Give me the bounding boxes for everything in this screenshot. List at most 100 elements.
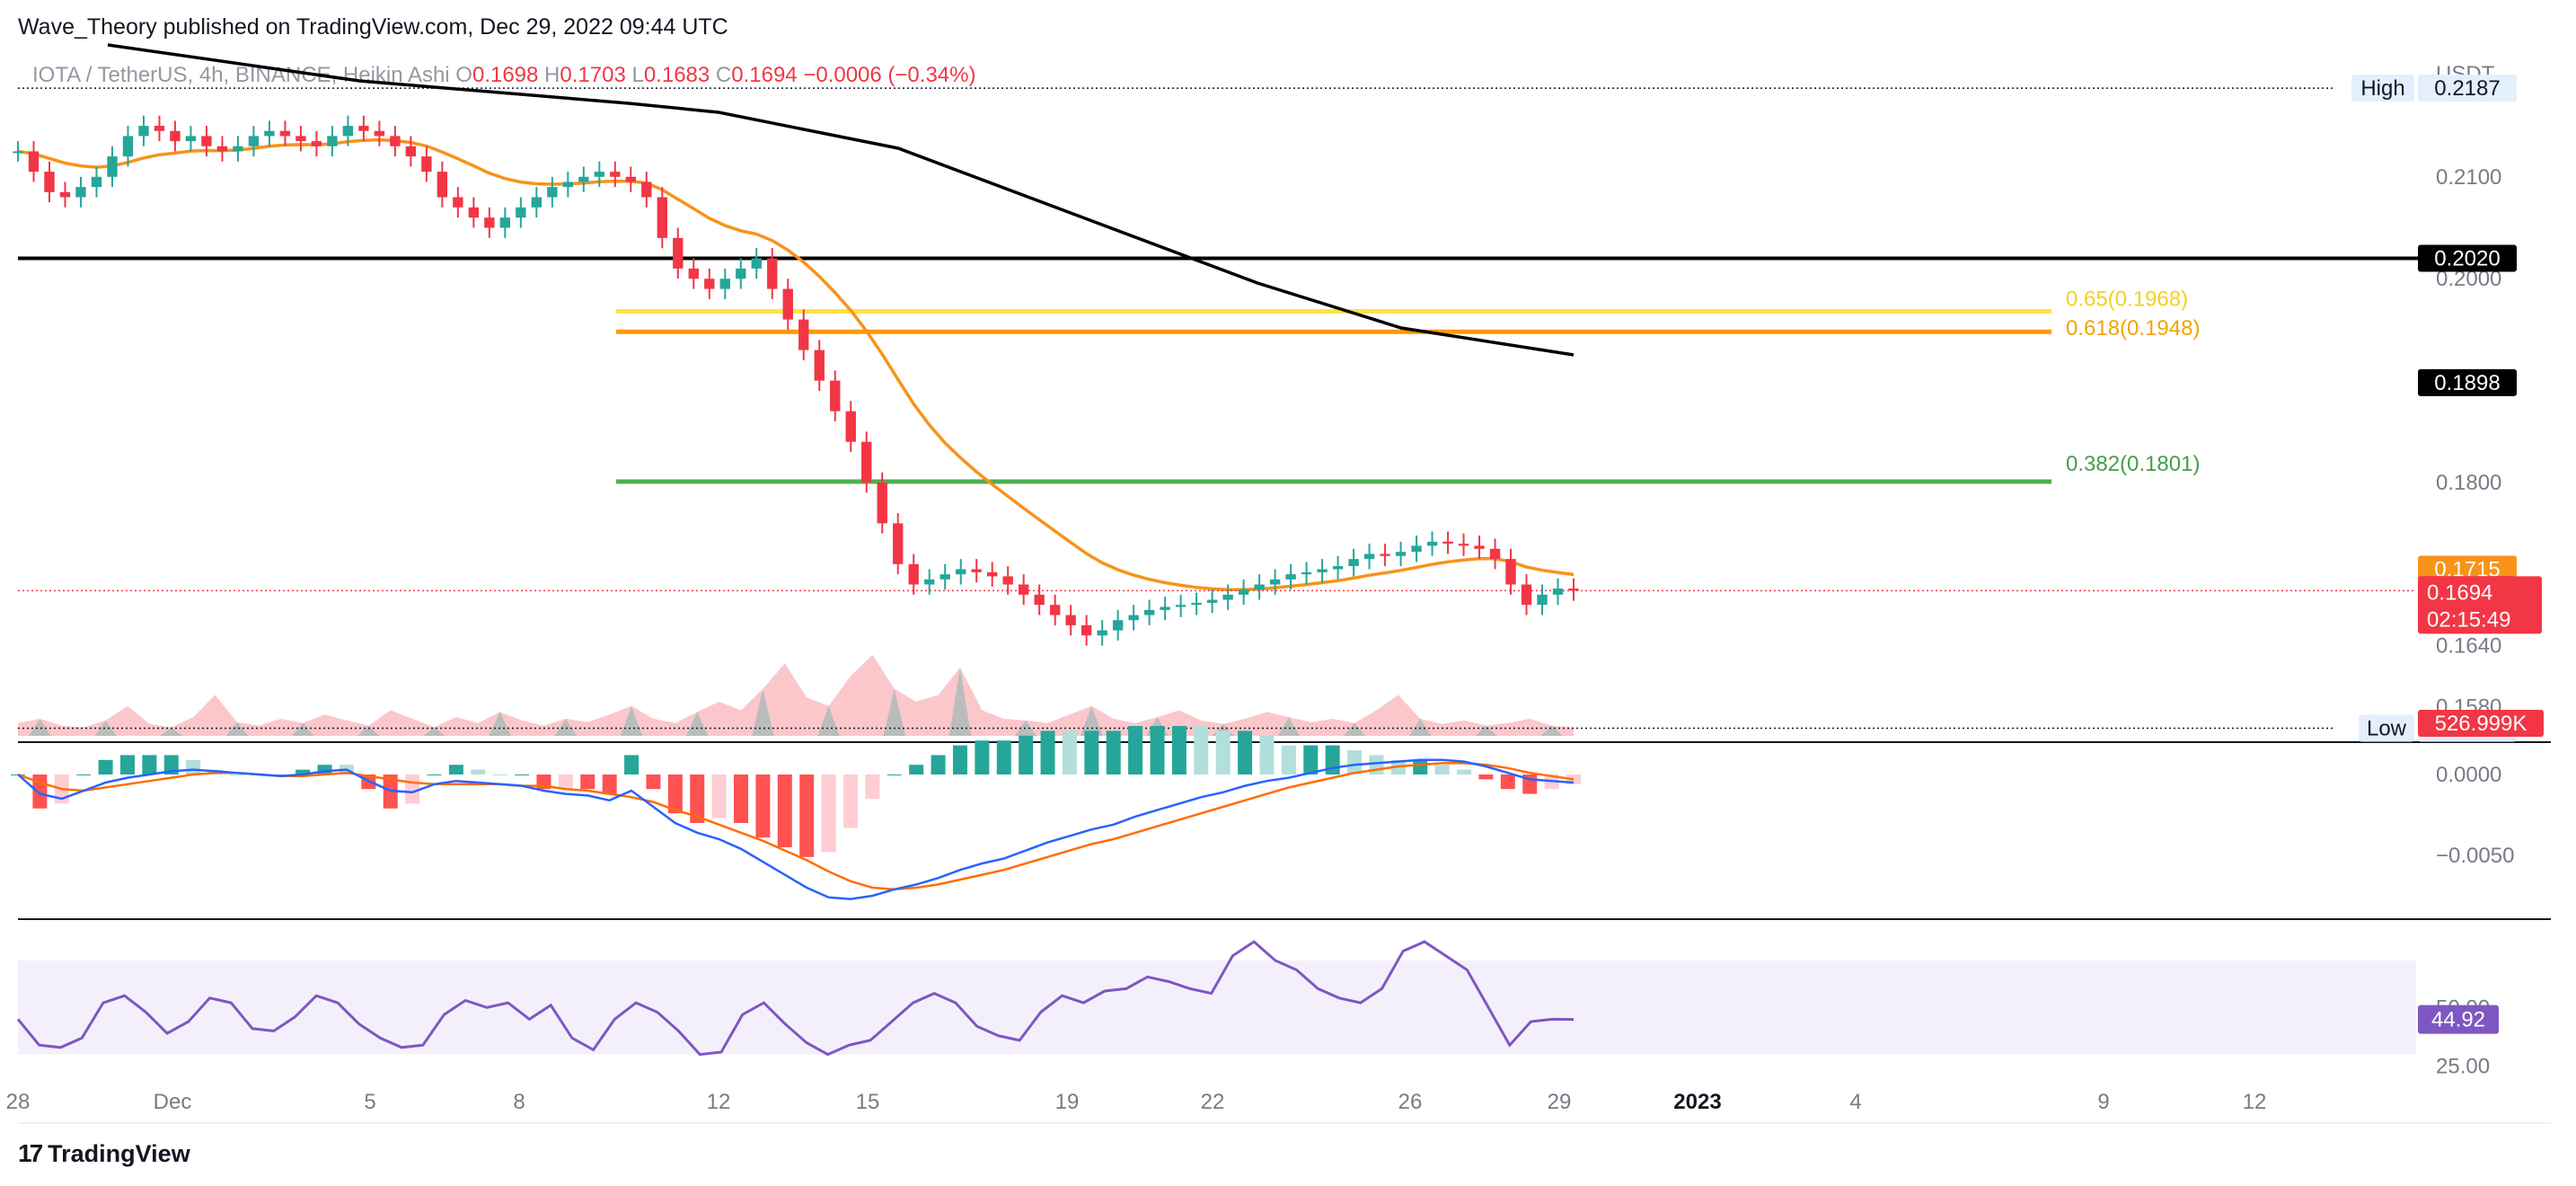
candle-body	[861, 441, 872, 483]
time-axis-tick: 28	[6, 1090, 31, 1114]
time-axis-tick: Dec	[154, 1090, 192, 1114]
volume-peak-up	[883, 688, 905, 736]
candle-body	[1065, 615, 1076, 625]
rsi-band	[18, 960, 2416, 1055]
time-axis-tick: 4	[1849, 1090, 1861, 1114]
candle-body	[75, 187, 86, 198]
macd-histogram-bar	[1500, 774, 1515, 790]
candle-body	[1206, 599, 1218, 603]
fib-label: 0.618(0.1948)	[2066, 316, 2200, 341]
low-label: Low	[2367, 716, 2407, 740]
candle-body	[201, 136, 212, 146]
candle-body	[767, 258, 778, 289]
macd-histogram-bar	[887, 774, 902, 775]
macd-histogram-bar	[1171, 726, 1187, 774]
macd-histogram-bar	[821, 774, 836, 853]
candle-body	[704, 279, 715, 289]
macd-histogram-bar	[427, 774, 442, 775]
volume-peak-up	[357, 725, 380, 736]
candle-body	[468, 207, 480, 218]
macd-histogram-bar	[1259, 735, 1275, 774]
candle-body	[1426, 541, 1438, 546]
volume-peak-up	[423, 727, 446, 736]
candle-body	[1269, 579, 1281, 585]
candle-body	[1411, 545, 1422, 553]
candle-body	[1568, 589, 1579, 591]
ema200-line	[107, 43, 1575, 357]
candle-body	[736, 268, 746, 279]
macd-axis-tick: −0.0050	[2436, 844, 2514, 868]
low-label-box	[2359, 714, 2414, 742]
published-line: Wave_Theory published on TradingView.com…	[18, 14, 728, 40]
candle-body	[1458, 544, 1469, 546]
time-axis-tick: 8	[513, 1090, 525, 1114]
candle-body	[1128, 615, 1139, 621]
fib-label: 0.382(0.1801)	[2066, 452, 2200, 476]
candle-body	[311, 141, 322, 146]
candle-body	[594, 172, 604, 177]
candle-body	[1002, 576, 1013, 585]
macd-histogram-bar	[1434, 765, 1450, 774]
candle-body	[453, 197, 463, 208]
candle-body	[1160, 606, 1170, 610]
macd-histogram-bar	[1478, 774, 1494, 780]
volume-tag: 526.999K	[2435, 712, 2527, 736]
candle-body	[1097, 630, 1107, 636]
candle-body	[170, 130, 181, 142]
macd-histogram-bar	[1369, 755, 1384, 774]
macd-histogram-bar	[667, 774, 683, 814]
candle-body	[987, 571, 998, 577]
candle-body	[908, 563, 919, 585]
candle-body	[1034, 594, 1045, 606]
time-axis-tick: 26	[1398, 1090, 1423, 1114]
candle-body	[13, 151, 23, 154]
tradingview-logo-icon: 17	[18, 1139, 43, 1167]
macd-histogram-bar	[1194, 726, 1209, 774]
candle-body	[107, 156, 118, 177]
l-value: 0.1683	[643, 63, 710, 87]
candle-body	[578, 176, 589, 182]
macd-histogram-bar	[1215, 730, 1231, 774]
rsi-value-tag: 44.92	[2431, 1008, 2485, 1032]
candle-body	[1363, 553, 1375, 560]
resistance-tag-box	[2418, 244, 2517, 272]
macd-histogram-bar	[163, 755, 179, 774]
candle-body	[264, 130, 275, 137]
macd-histogram-bar	[580, 774, 595, 790]
candle-body	[657, 197, 667, 238]
price-axis-tick: 0.1640	[2436, 634, 2501, 659]
macd-histogram-bar	[98, 759, 113, 774]
candle-body	[751, 258, 762, 269]
candle-body	[296, 136, 306, 142]
volume-peak-up	[1277, 717, 1301, 736]
candle-body	[924, 579, 935, 585]
candle-body	[1222, 594, 1233, 600]
volume-area	[18, 654, 1574, 736]
candle-body	[516, 207, 526, 218]
candle-body	[390, 136, 401, 146]
time-axis-tick: 29	[1548, 1090, 1572, 1114]
macd-histogram-bar	[1062, 730, 1077, 774]
volume-peak-up	[160, 727, 182, 736]
candle-body	[625, 176, 636, 182]
candle-body	[1143, 609, 1155, 615]
candle-body	[877, 482, 887, 524]
macd-histogram-bar	[690, 774, 705, 823]
time-axis-tick: 2023	[1673, 1090, 1721, 1114]
h-label: H	[544, 63, 560, 87]
volume-peak-up	[686, 712, 709, 736]
macd-histogram-bar	[1084, 730, 1099, 774]
macd-histogram-bar	[842, 774, 858, 828]
macd-histogram-bar	[1457, 769, 1472, 774]
macd-histogram-bar	[142, 755, 157, 774]
candle-body	[1081, 624, 1092, 636]
last-price-tag: 0.1694	[2427, 580, 2492, 605]
l-label: L	[631, 63, 644, 87]
macd-histogram-bar	[405, 774, 420, 804]
brand-name: TradingView	[48, 1139, 190, 1167]
candle-body	[405, 146, 417, 157]
time-axis-tick: 19	[1055, 1090, 1080, 1114]
macd-histogram-bar	[1347, 750, 1363, 774]
candle-body	[893, 523, 904, 564]
